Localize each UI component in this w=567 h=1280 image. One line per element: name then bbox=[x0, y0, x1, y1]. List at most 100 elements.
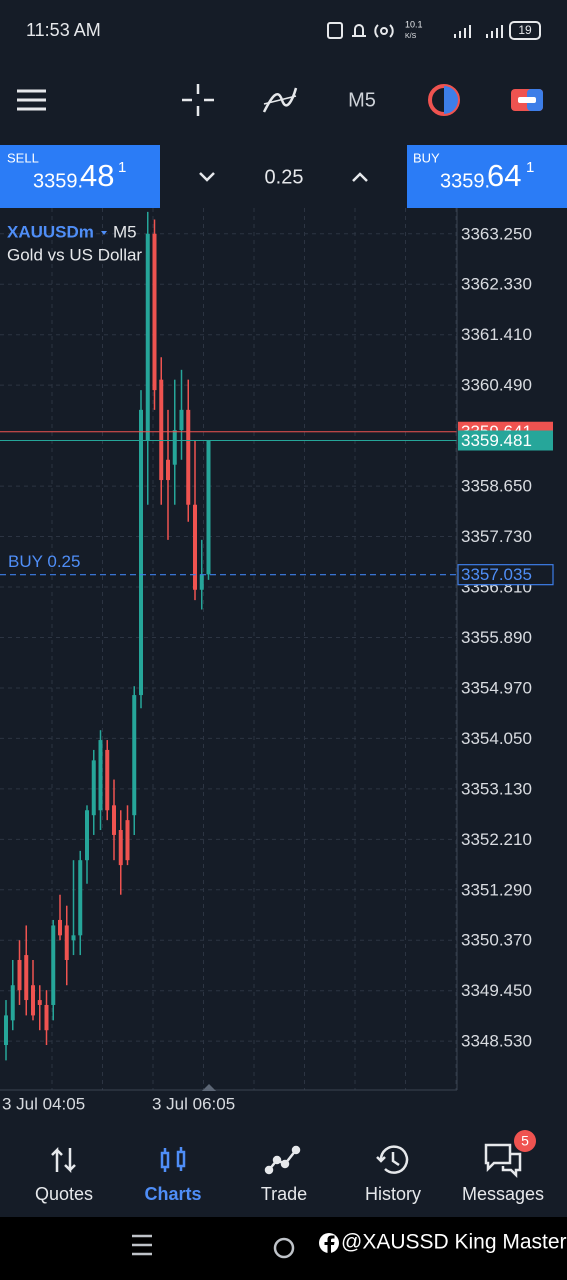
system-nav-buttons bbox=[132, 1234, 295, 1259]
x-tick-label: 3 Jul 04:05 bbox=[2, 1094, 85, 1113]
buy-price-sup: 1 bbox=[526, 159, 534, 176]
y-tick-label: 3352.210 bbox=[461, 830, 532, 849]
candle-body bbox=[118, 830, 123, 866]
volume-decrease[interactable] bbox=[199, 172, 215, 182]
buy-label: BUY bbox=[413, 150, 440, 165]
candle-body bbox=[105, 749, 110, 811]
battery-level: 19 bbox=[518, 23, 532, 37]
volume-increase[interactable] bbox=[352, 172, 368, 182]
nav-item[interactable]: History bbox=[365, 1184, 421, 1204]
timeframe-button[interactable]: M5 bbox=[348, 89, 376, 111]
nav-item[interactable]: Charts bbox=[144, 1184, 201, 1204]
sell-label: SELL bbox=[7, 150, 39, 165]
y-tick-label: 3350.370 bbox=[461, 931, 532, 950]
bid-label-bg bbox=[458, 430, 553, 451]
candle-body bbox=[4, 1015, 8, 1046]
status-speed-unit: K/S bbox=[405, 33, 417, 40]
y-tick-label: 3351.290 bbox=[461, 880, 532, 899]
buy-button[interactable] bbox=[407, 145, 567, 208]
candle-body bbox=[125, 820, 130, 861]
chart: 3363.250 3362.330 3361.410 3360.490 3358.650… bbox=[0, 208, 554, 1113]
chart-description: Gold vs US Dollar bbox=[7, 245, 142, 264]
watermark: @XAUSSD King Master bbox=[341, 1231, 567, 1254]
candle-body bbox=[172, 430, 177, 465]
candle-body bbox=[31, 985, 35, 1016]
y-tick-label: 3362.330 bbox=[461, 275, 532, 294]
candle-body bbox=[98, 740, 103, 811]
candle-body bbox=[152, 233, 157, 391]
candle-body bbox=[37, 1000, 42, 1005]
messages-badge-count: 5 bbox=[521, 1133, 529, 1149]
symbol-dropdown[interactable] bbox=[101, 231, 107, 235]
bid-label: 3359.481 bbox=[461, 431, 532, 450]
y-tick-label: 3363.250 bbox=[461, 224, 532, 243]
y-tick-label: 3354.050 bbox=[461, 729, 532, 748]
candle-body bbox=[132, 695, 137, 816]
menu-button[interactable] bbox=[17, 89, 46, 111]
candle-body bbox=[10, 985, 15, 1021]
order-price-label: 3357.035 bbox=[461, 565, 532, 584]
candle-body bbox=[145, 233, 150, 441]
charts-icon bbox=[160, 1147, 186, 1172]
scroll-marker bbox=[202, 1084, 216, 1091]
messages-badge bbox=[514, 1130, 536, 1152]
candle-body bbox=[17, 960, 22, 991]
candle-body bbox=[139, 409, 143, 696]
status-time: 11:53 AM bbox=[26, 20, 101, 40]
candle-body bbox=[91, 760, 96, 816]
y-tick-label: 3357.730 bbox=[461, 527, 532, 546]
candle-body bbox=[24, 955, 29, 1001]
crosshair-button[interactable] bbox=[182, 84, 214, 116]
candle-body bbox=[71, 935, 76, 941]
indicators-button[interactable] bbox=[262, 87, 298, 113]
candle-body bbox=[112, 805, 116, 835]
candle-body bbox=[51, 925, 56, 1005]
candle-body bbox=[206, 440, 211, 575]
sell-price-sup: 1 bbox=[118, 159, 126, 176]
y-tick-label: 3358.650 bbox=[461, 477, 532, 496]
nav-labels: Quotes Charts Trade History Messages bbox=[35, 1184, 544, 1204]
y-tick-label: 3353.130 bbox=[461, 779, 532, 798]
candle-body bbox=[193, 504, 197, 590]
quotes-icon bbox=[51, 1146, 76, 1174]
y-tick-label: 3361.410 bbox=[461, 325, 532, 344]
sell-button[interactable] bbox=[0, 145, 160, 208]
chart-symbol[interactable]: XAUUSDm bbox=[7, 222, 94, 241]
candle-body bbox=[166, 459, 170, 481]
nav-item[interactable]: Quotes bbox=[35, 1184, 93, 1204]
y-tick-label: 3360.490 bbox=[461, 376, 532, 395]
candle-body bbox=[85, 810, 89, 861]
candle-body bbox=[186, 409, 191, 505]
y-tick-label: 3354.970 bbox=[461, 678, 532, 697]
candle-body bbox=[58, 919, 62, 936]
y-tick-label: 3349.450 bbox=[461, 981, 532, 1000]
bottom-nav bbox=[0, 1130, 567, 1217]
system-nav-bar bbox=[0, 1217, 567, 1280]
status-icons bbox=[327, 21, 541, 40]
history-icon bbox=[376, 1145, 409, 1174]
candle-body bbox=[179, 409, 184, 431]
trade-button[interactable] bbox=[511, 89, 543, 111]
nav-item[interactable]: Trade bbox=[261, 1184, 307, 1204]
candle-body bbox=[64, 925, 69, 961]
objects-button[interactable] bbox=[428, 84, 460, 116]
volume-value[interactable]: 0.25 bbox=[265, 166, 304, 188]
order-label: BUY 0.25 bbox=[8, 552, 80, 571]
candle-body bbox=[199, 574, 204, 590]
y-tick-label: 3355.890 bbox=[461, 628, 532, 647]
facebook-icon bbox=[319, 1233, 339, 1253]
nav-item[interactable]: Messages bbox=[462, 1184, 544, 1204]
y-tick-label: 3348.530 bbox=[461, 1032, 532, 1051]
candle-body bbox=[159, 379, 164, 481]
messages-icon bbox=[484, 1143, 522, 1179]
buy-price-main: 3359. bbox=[440, 170, 490, 192]
status-speed: 10.1 bbox=[405, 19, 423, 29]
chart-timeframe: M5 bbox=[113, 222, 137, 241]
trade-icon bbox=[264, 1145, 301, 1175]
sell-price-big: 48 bbox=[80, 158, 114, 193]
sell-price-main: 3359. bbox=[33, 170, 83, 192]
x-tick-label: 3 Jul 06:05 bbox=[152, 1094, 235, 1113]
order-price-bg bbox=[457, 564, 554, 586]
